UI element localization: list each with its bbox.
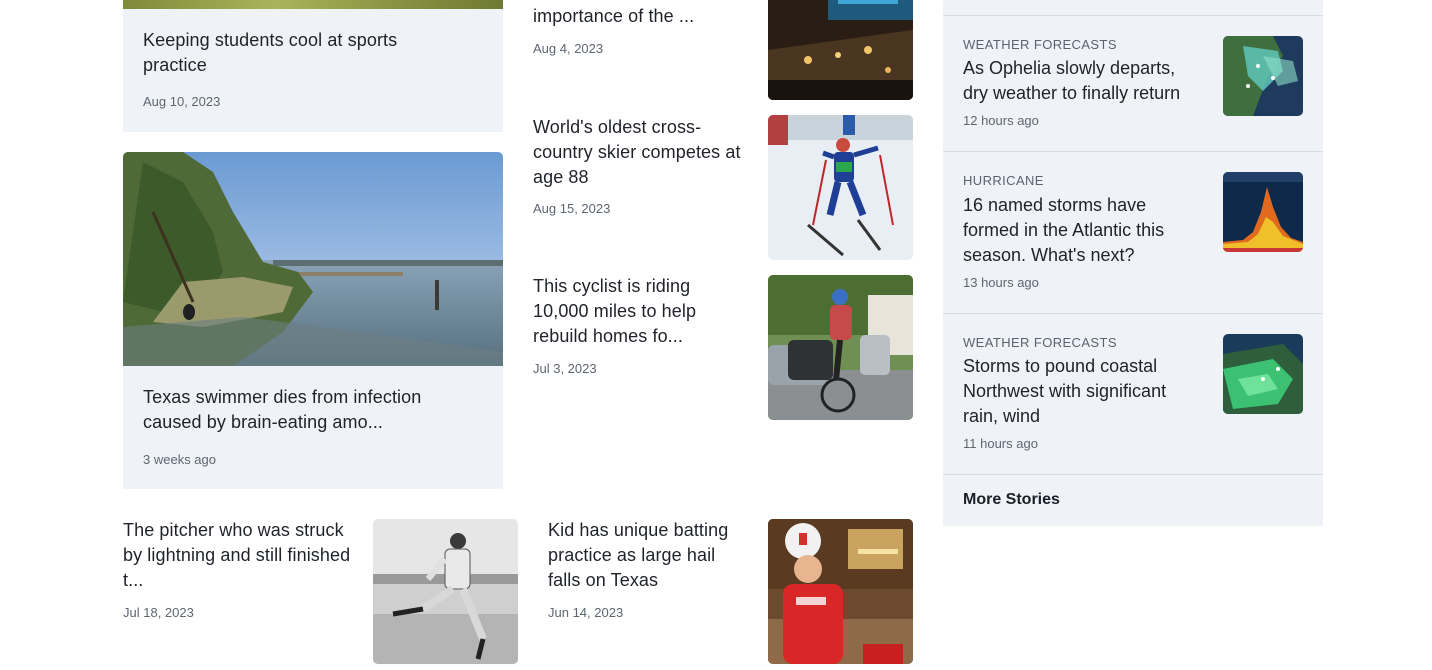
story-item-skier[interactable]: World's oldest cross-country skier compe… xyxy=(533,115,913,260)
more-stories-link[interactable]: More Stories xyxy=(963,491,1060,508)
radar-map-icon[interactable] xyxy=(1223,334,1303,414)
story-date: Aug 15, 2023 xyxy=(533,201,611,216)
story-category[interactable]: WEATHER FORECASTS xyxy=(963,335,1117,350)
sidebar-divider xyxy=(943,313,1323,314)
story-title[interactable]: The pitcher who was struck by lightning … xyxy=(123,520,351,590)
story-title[interactable]: importance of the ... xyxy=(533,6,695,26)
story-time: 12 hours ago xyxy=(963,113,1039,128)
story-category[interactable]: HURRICANE xyxy=(963,173,1044,188)
story-title[interactable]: World's oldest cross-country skier compe… xyxy=(533,117,741,187)
pitcher-thumbnail[interactable] xyxy=(373,519,518,664)
weather-map-icon[interactable] xyxy=(1223,36,1303,116)
skier-thumbnail[interactable] xyxy=(768,115,913,260)
story-date: Jul 18, 2023 xyxy=(123,605,194,620)
story-time: 11 hours ago xyxy=(963,436,1038,451)
hurricane-chart-icon[interactable] xyxy=(1223,172,1303,252)
story-item-kid-batting[interactable]: Kid has unique batting practice as large… xyxy=(548,519,913,664)
sidebar-panel: WEATHER FORECASTS As Ophelia slowly depa… xyxy=(943,0,1323,526)
story-image-strip xyxy=(123,0,503,9)
story-title[interactable]: This cyclist is riding 10,000 miles to h… xyxy=(533,276,697,346)
sidebar-divider xyxy=(943,151,1323,152)
story-category[interactable]: WEATHER FORECASTS xyxy=(963,37,1117,52)
story-time: 13 hours ago xyxy=(963,275,1039,290)
story-item-importance[interactable]: importance of the ... Aug 4, 2023 xyxy=(533,0,913,100)
lake-photo[interactable] xyxy=(123,152,503,366)
story-item-cyclist[interactable]: This cyclist is riding 10,000 miles to h… xyxy=(533,275,913,420)
sidebar-divider xyxy=(943,15,1323,16)
story-date: Jul 3, 2023 xyxy=(533,361,597,376)
story-title[interactable]: Keeping students cool at sports practice xyxy=(143,30,398,75)
story-title[interactable]: 16 named storms have formed in the Atlan… xyxy=(963,195,1165,265)
story-date: Aug 10, 2023 xyxy=(143,94,221,109)
sidebar-story-storms[interactable]: HURRICANE 16 named storms have formed in… xyxy=(943,152,1323,313)
story-title[interactable]: As Ophelia slowly departs, dry weather t… xyxy=(963,58,1181,103)
story-card-students-cool[interactable]: Keeping students cool at sports practice… xyxy=(123,0,503,132)
sidebar-divider xyxy=(943,474,1323,475)
story-title[interactable]: Storms to pound coastal Northwest with s… xyxy=(963,356,1167,426)
story-card-texas-swimmer[interactable]: Texas swimmer dies from infection caused… xyxy=(123,152,503,489)
story-title[interactable]: Kid has unique batting practice as large… xyxy=(548,520,729,590)
sidebar-story-ophelia[interactable]: WEATHER FORECASTS As Ophelia slowly depa… xyxy=(943,16,1323,151)
story-date: 3 weeks ago xyxy=(143,452,216,467)
cyclist-thumbnail[interactable] xyxy=(768,275,913,420)
story-date: Jun 14, 2023 xyxy=(548,605,624,620)
story-title[interactable]: Texas swimmer dies from infection caused… xyxy=(143,387,422,432)
sidebar-story-northwest[interactable]: WEATHER FORECASTS Storms to pound coasta… xyxy=(943,314,1323,474)
story-date: Aug 4, 2023 xyxy=(533,41,604,56)
kid-batting-thumbnail[interactable] xyxy=(768,519,913,664)
stadium-thumbnail[interactable] xyxy=(768,0,913,100)
story-item-pitcher[interactable]: The pitcher who was struck by lightning … xyxy=(123,519,518,664)
